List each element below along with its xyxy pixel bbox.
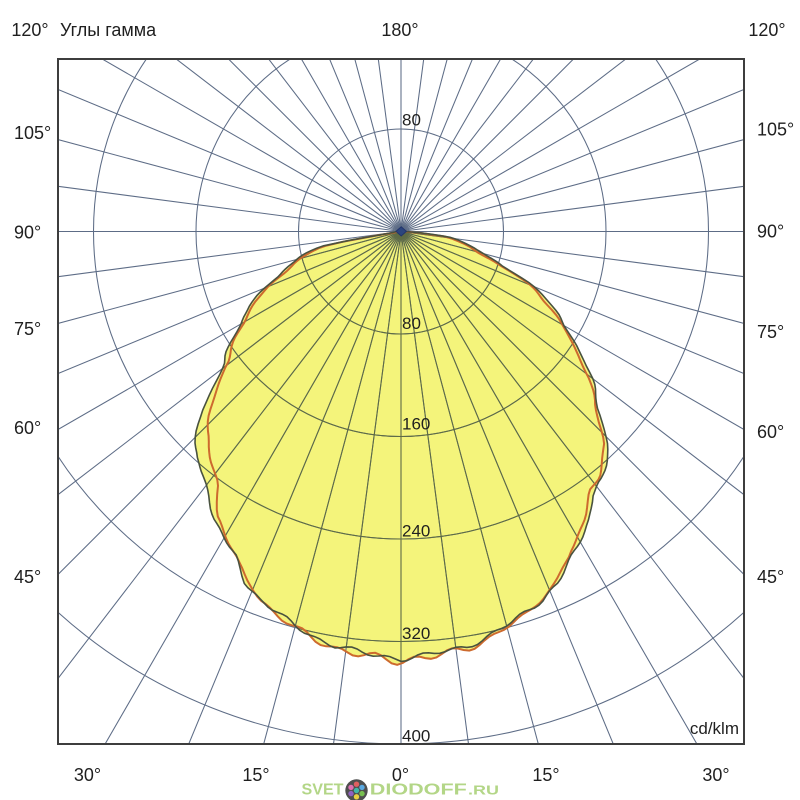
svg-text:180°: 180° <box>381 20 418 40</box>
svg-text:80: 80 <box>402 314 421 333</box>
svg-text:60°: 60° <box>757 422 784 442</box>
svg-text:45°: 45° <box>757 567 784 587</box>
svg-text:30°: 30° <box>702 765 729 785</box>
svg-text:Углы гамма: Углы гамма <box>60 20 157 40</box>
svg-text:90°: 90° <box>14 223 41 243</box>
svg-text:400: 400 <box>402 727 430 746</box>
svg-text:15°: 15° <box>532 765 559 785</box>
svg-text:SVET: SVET <box>302 782 344 799</box>
svg-text:75°: 75° <box>14 319 41 339</box>
svg-text:.RU: .RU <box>468 784 499 798</box>
svg-text:160: 160 <box>402 415 430 434</box>
svg-text:75°: 75° <box>757 322 784 342</box>
svg-text:80: 80 <box>402 111 421 130</box>
svg-text:105°: 105° <box>757 120 794 140</box>
svg-text:240: 240 <box>402 522 430 541</box>
svg-text:cd/klm: cd/klm <box>690 719 739 738</box>
svg-text:90°: 90° <box>757 222 784 242</box>
svg-text:0°: 0° <box>392 765 409 785</box>
svg-text:15°: 15° <box>242 765 269 785</box>
svg-text:120°: 120° <box>11 20 48 40</box>
svg-text:60°: 60° <box>14 418 41 438</box>
svg-text:120°: 120° <box>748 20 785 40</box>
svg-text:30°: 30° <box>74 765 101 785</box>
svg-text:320: 320 <box>402 624 430 643</box>
svg-text:45°: 45° <box>14 567 41 587</box>
svg-text:DIODOFF: DIODOFF <box>370 782 467 799</box>
svg-text:105°: 105° <box>14 123 51 143</box>
